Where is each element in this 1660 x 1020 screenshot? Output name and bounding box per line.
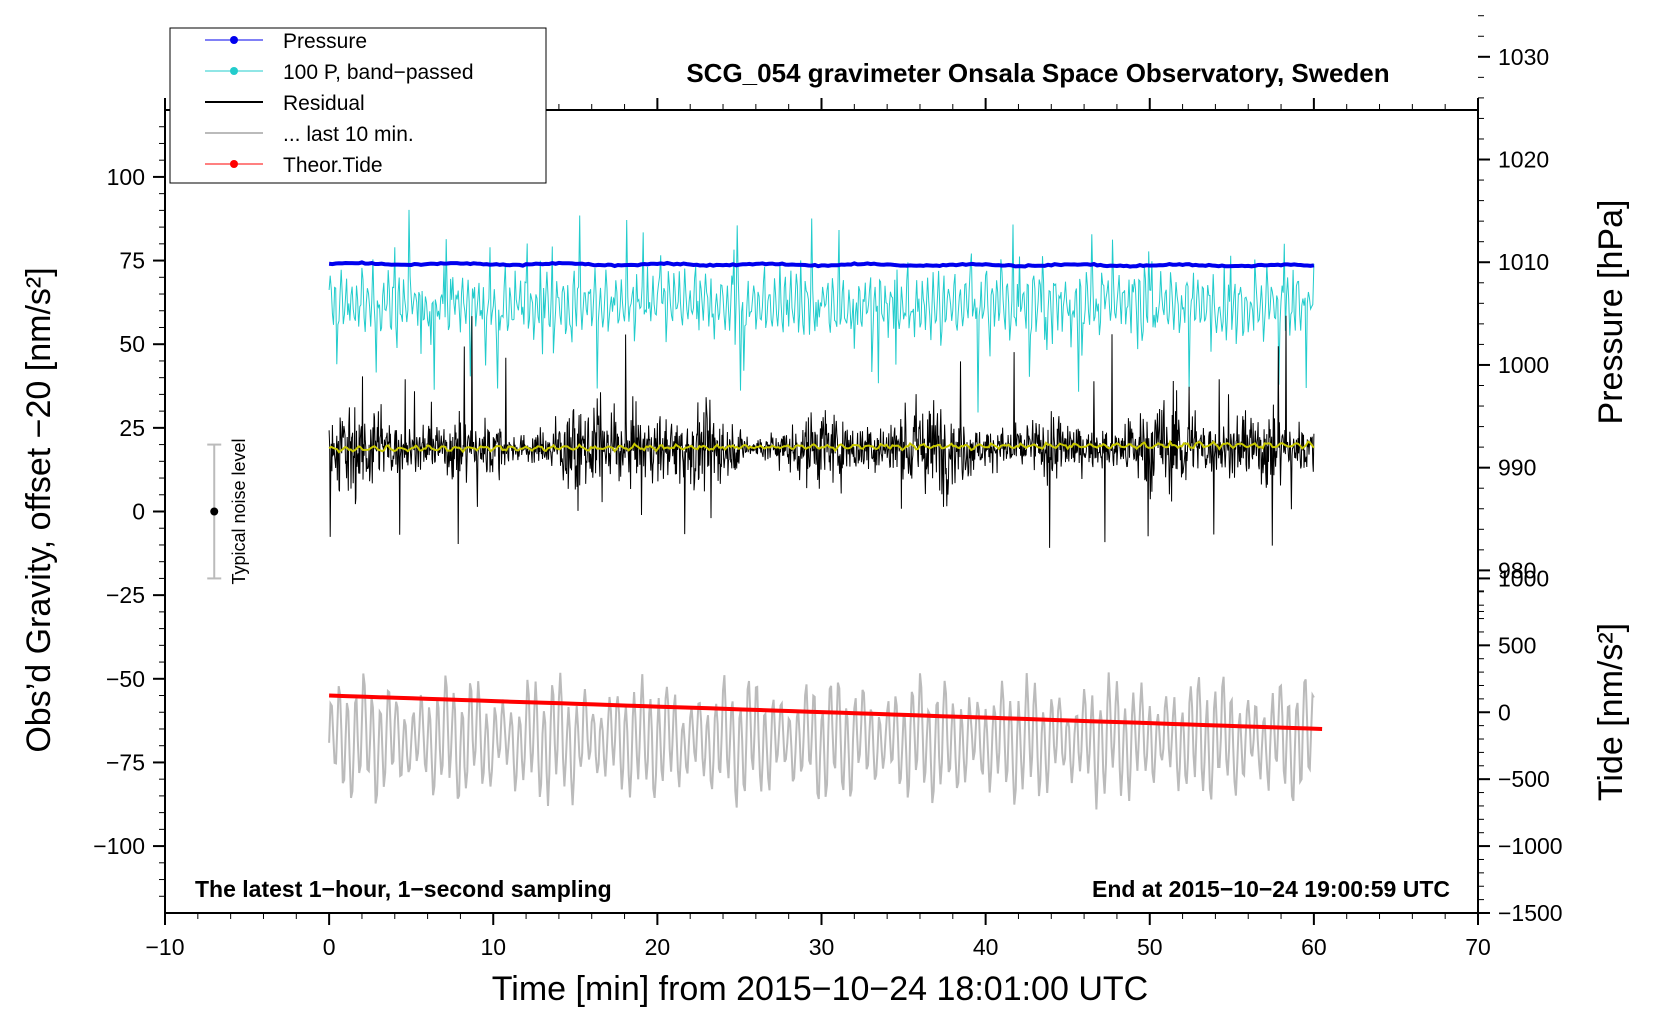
chart-title: SCG_054 gravimeter Onsala Space Observat…: [686, 58, 1389, 88]
legend-entry-last-10-min: ... last 10 min.: [205, 123, 414, 146]
legend-entry-pressure: Pressure: [205, 30, 367, 53]
annotation-sampling: The latest 1−hour, 1−second sampling: [195, 876, 612, 902]
data-series: [328, 209, 1323, 810]
x-tick-label: 0: [323, 934, 336, 960]
tide-tick-label: 0: [1498, 699, 1511, 725]
y-tick-label: −100: [93, 833, 145, 859]
x-tick-label: 70: [1465, 934, 1491, 960]
legend-entry-band-passed: 100 P, band−passed: [205, 61, 474, 84]
legend-label-pressure: Pressure: [283, 30, 367, 53]
pressure-tick-label: 980: [1498, 557, 1536, 583]
y-tick-label: 50: [119, 331, 145, 357]
series-band-passed-pressure: [328, 209, 1315, 413]
tide-tick-label: −500: [1498, 766, 1550, 792]
legend-label-residual: Residual: [283, 92, 365, 115]
y-axis-title-tide: Tide [nm/s²]: [1592, 623, 1630, 801]
pressure-tick-label: 1030: [1498, 44, 1549, 70]
legend-entry-theor-tide: Theor.Tide: [205, 154, 383, 177]
legend-entry-residual: Residual: [205, 92, 365, 115]
y-tick-label: −50: [106, 666, 145, 692]
series-pressure: [328, 260, 1315, 269]
y-tick-label: 75: [119, 248, 145, 274]
series-theor-tide: [329, 693, 1323, 731]
annotation-end-time: End at 2015−10−24 19:00:59 UTC: [1092, 876, 1450, 902]
noise-level-indicator: Typical noise level: [207, 438, 249, 585]
y-axis-title-left: Obs’d Gravity, offset −20 [nm/s²]: [20, 267, 58, 752]
x-tick-label: 30: [809, 934, 835, 960]
noise-level-dot: [210, 507, 219, 516]
legend-marker-theor-tide: [230, 160, 238, 168]
tide-tick-label: 1000: [1498, 565, 1549, 591]
x-tick-label: 60: [1301, 934, 1327, 960]
pressure-tick-label: 990: [1498, 455, 1536, 481]
pressure-tick-label: 1000: [1498, 352, 1549, 378]
noise-level-label: Typical noise level: [229, 438, 249, 584]
x-tick-label: 40: [973, 934, 999, 960]
legend-label-theor-tide: Theor.Tide: [283, 154, 383, 177]
x-tick-label: 50: [1137, 934, 1163, 960]
y-tick-label: 100: [107, 164, 145, 190]
series-last-10-min: [328, 672, 1315, 810]
tide-tick-label: 500: [1498, 632, 1536, 658]
legend-label-band-passed: 100 P, band−passed: [283, 61, 474, 84]
plot-frame: [164, 109, 1479, 914]
pressure-tick-label: 1020: [1498, 147, 1549, 173]
x-axis-title: Time [min] from 2015−10−24 18:01:00 UTC: [492, 970, 1148, 1008]
legend-box: [169, 27, 547, 184]
x-tick-label: −10: [145, 934, 184, 960]
pressure-tick-label: 1010: [1498, 249, 1549, 275]
legend: Pressure 100 P, band−passed Residual ...…: [169, 27, 547, 184]
x-tick-label: 20: [645, 934, 671, 960]
tide-tick-label: −1000: [1498, 833, 1563, 859]
legend-label-last-10-min: ... last 10 min.: [283, 123, 414, 146]
series-residual: [328, 315, 1315, 548]
y-tick-label: 25: [119, 415, 145, 441]
axis-ticks: −10 0 10 20 30 40 50 60 701007550250−25−50−75−10…: [93, 15, 1563, 960]
y-tick-label: −25: [106, 582, 145, 608]
legend-marker-pressure: [230, 36, 238, 44]
x-tick-label: 10: [480, 934, 506, 960]
y-tick-label: −75: [106, 749, 145, 775]
series-residual-smoothed: [328, 439, 1315, 454]
tide-tick-label: −1500: [1498, 900, 1563, 926]
y-axis-title-pressure: Pressure [hPa]: [1592, 200, 1630, 425]
y-tick-label: 0: [132, 499, 145, 525]
legend-marker-band-passed: [230, 67, 238, 75]
